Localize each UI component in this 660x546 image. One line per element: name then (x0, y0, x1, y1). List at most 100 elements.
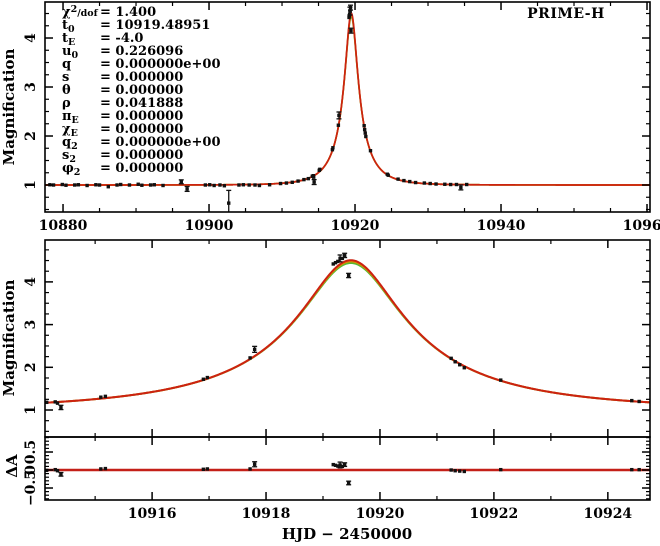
model-red-curve (45, 259, 650, 404)
data-point (336, 464, 340, 468)
data-point (237, 183, 241, 187)
tick-label: 0.5 (23, 440, 39, 464)
data-point (148, 183, 153, 187)
tick-label: 2 (23, 131, 39, 141)
top-panel: 10880 10900 10920 10940 10960 1 2 3 4 (23, 1, 660, 234)
tick-label: 10916 (128, 506, 177, 522)
data-point (340, 256, 345, 261)
data-point (208, 183, 212, 187)
data-point (59, 472, 63, 477)
data-point (212, 183, 216, 188)
data-point (103, 466, 108, 471)
tick-label: 10900 (185, 218, 234, 234)
data-point (454, 182, 459, 187)
data-point (338, 463, 342, 467)
data-point (55, 469, 60, 473)
data-point (453, 469, 457, 473)
data-point (318, 167, 322, 172)
data-point (76, 183, 81, 187)
data-point (55, 401, 60, 405)
data-point (39, 184, 42, 187)
data-point (443, 182, 447, 186)
data-point (368, 149, 373, 153)
data-point (205, 467, 210, 471)
tick-label: 4 (23, 277, 39, 287)
data-point (348, 9, 352, 13)
data-point (296, 179, 300, 183)
data-point (449, 468, 453, 472)
tick-label: 10880 (39, 218, 88, 234)
data-point (630, 398, 634, 403)
tick-label: 1 (23, 405, 39, 415)
data-point (241, 183, 246, 187)
fit-param-rho: ρ = 0.041888 (62, 96, 183, 111)
fit-param-q2: q2 = 0.000000e+00 (62, 135, 221, 152)
residual-panel-points (45, 461, 641, 486)
data-point (330, 148, 335, 152)
data-point (348, 5, 353, 10)
fit-param-chiE: χE = 0.000000 (62, 122, 183, 139)
data-point (115, 183, 119, 187)
data-point (499, 467, 503, 472)
data-point (362, 127, 367, 132)
data-point (312, 180, 316, 184)
data-point (201, 377, 206, 381)
tick-label: 10960 (623, 218, 660, 234)
tick-label: 10920 (331, 218, 380, 234)
data-point (413, 180, 418, 185)
data-point (331, 462, 335, 467)
model-red-curve (45, 12, 650, 186)
data-point (205, 375, 210, 380)
fit-param-chi2/dof: χ2/dof = 1.400 (62, 4, 156, 20)
data-point (247, 183, 251, 187)
data-point (465, 182, 469, 187)
tick-label: 10918 (242, 506, 291, 522)
data-point (227, 201, 231, 205)
data-point (278, 181, 283, 186)
fit-param-theta: θ = 0.000000 (62, 83, 183, 98)
top-ylabel: Magnification (0, 49, 18, 166)
data-point (248, 467, 252, 471)
data-point (363, 131, 367, 135)
data-point (152, 183, 156, 187)
data-point (637, 399, 641, 404)
data-point (499, 378, 503, 382)
data-point (99, 395, 103, 399)
bottom-panel-border (44, 239, 651, 438)
data-point (51, 183, 56, 187)
data-point (448, 182, 453, 187)
data-point (53, 467, 57, 472)
data-point (161, 183, 165, 188)
data-point (331, 146, 335, 150)
data-point (201, 467, 206, 471)
fit-param-q: q = 0.000000e+00 (62, 57, 221, 72)
data-point (462, 366, 466, 370)
data-point (333, 260, 338, 265)
data-point (73, 183, 77, 187)
data-point (302, 177, 306, 182)
model-orange-curve (45, 260, 650, 404)
data-point (94, 183, 98, 187)
data-point (203, 183, 208, 187)
data-point (267, 183, 272, 187)
tick-label: 10924 (583, 506, 632, 522)
tick-label: 1 (23, 180, 39, 190)
data-point (85, 183, 89, 188)
data-point (458, 363, 462, 367)
data-point (103, 394, 108, 399)
data-point (252, 462, 257, 466)
fit-param-s: s = 0.000000 (62, 70, 183, 85)
data-point (53, 400, 57, 404)
data-point (346, 481, 351, 485)
tick-label: 10940 (477, 218, 526, 234)
bottom-panel-points (45, 252, 641, 411)
data-point (349, 28, 353, 33)
data-point (331, 262, 335, 266)
fit-param-t0: t0 = 10919.48951 (62, 18, 210, 35)
data-point (284, 181, 289, 185)
data-point (462, 469, 466, 474)
data-point (60, 182, 65, 187)
